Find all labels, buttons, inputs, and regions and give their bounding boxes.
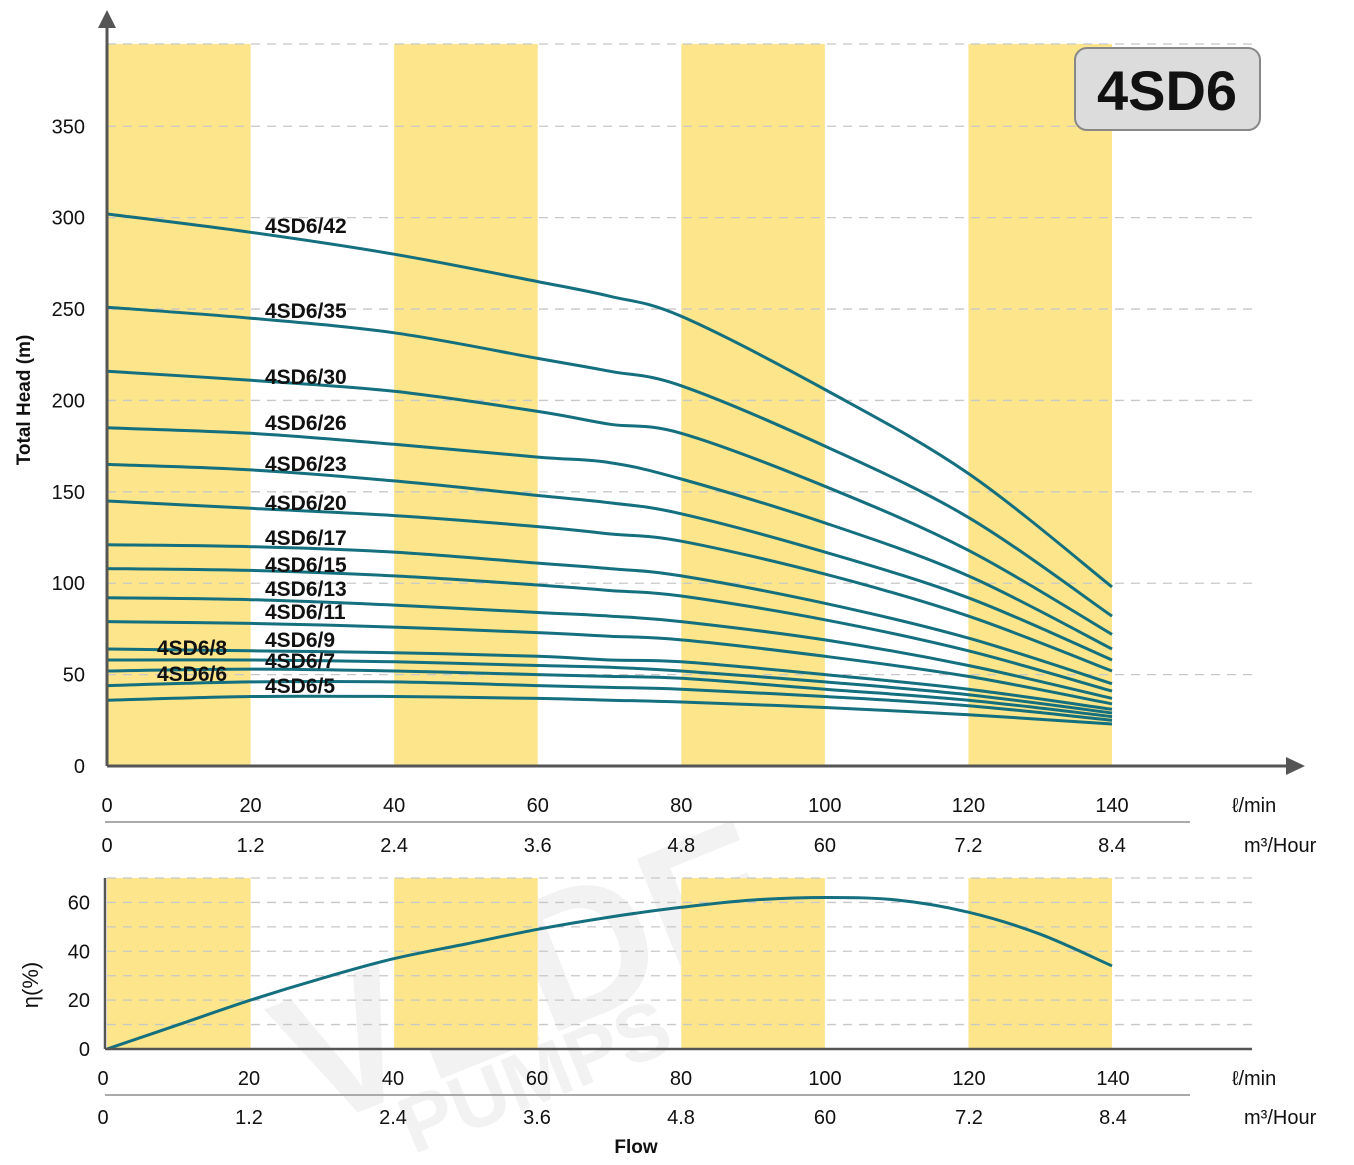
- x2-tick-eff-3: 3.6: [523, 1107, 551, 1129]
- x-tick-main-3: 60: [527, 795, 549, 817]
- curve-efficiency: [106, 895, 1113, 1051]
- y-axis-title-efficiency: η(%): [18, 962, 43, 1008]
- curve-4sd6-42: [106, 212, 1113, 589]
- x-unit-eff: ℓ/min: [1232, 1068, 1276, 1090]
- curve-label-4sd6-8: 4SD6/8: [157, 637, 227, 660]
- x-tick-main-6: 120: [952, 795, 985, 817]
- x-tick-eff-4: 80: [670, 1068, 692, 1090]
- curve-label-4sd6-42: 4SD6/42: [265, 215, 347, 238]
- x2-tick-eff-0: 0: [97, 1107, 108, 1129]
- x-tick-main-2: 40: [383, 795, 405, 817]
- y-tick-head-100: 100: [52, 573, 85, 595]
- model-badge-text: 4SD6: [1097, 59, 1237, 122]
- x-tick-eff-0: 0: [97, 1068, 108, 1090]
- curve-4sd6-5: [106, 694, 1113, 726]
- x2-tick-main-2: 2.4: [380, 835, 408, 857]
- y-tick-eff-60: 60: [68, 892, 90, 914]
- curve-label-4sd6-20: 4SD6/20: [265, 492, 347, 515]
- y-axis-arrow-icon: [98, 10, 116, 28]
- curve-label-4sd6-15: 4SD6/15: [265, 554, 347, 577]
- band-main-2: [681, 44, 825, 766]
- curve-4sd6-17: [106, 543, 1113, 686]
- y-tick-head-350: 350: [52, 116, 85, 138]
- x2-tick-main-3: 3.6: [524, 835, 552, 857]
- x-tick-main-0: 0: [101, 795, 112, 817]
- curve-label-4sd6-7: 4SD6/7: [265, 650, 335, 673]
- curve-label-4sd6-9: 4SD6/9: [265, 629, 335, 652]
- band-eff-0: [107, 878, 251, 1049]
- band-main-1: [394, 44, 538, 766]
- y-tick-head-200: 200: [52, 390, 85, 412]
- curve-label-4sd6-30: 4SD6/30: [265, 366, 347, 389]
- curve-4sd6-11: [106, 620, 1113, 706]
- x-tick-eff-5: 100: [808, 1068, 841, 1090]
- x2-tick-eff-7: 8.4: [1099, 1107, 1127, 1129]
- curve-4sd6-13: [106, 596, 1113, 700]
- curve-4sd6-35: [106, 305, 1113, 618]
- curve-label-4sd6-26: 4SD6/26: [265, 412, 347, 435]
- y-tick-eff-20: 20: [68, 990, 90, 1012]
- x2-tick-eff-4: 4.8: [667, 1107, 695, 1129]
- curve-4sd6-30: [106, 369, 1113, 636]
- band-main-0: [107, 44, 251, 766]
- y-tick-head-150: 150: [52, 482, 85, 504]
- x-axis-arrow-icon: [1286, 757, 1305, 775]
- x2-tick-main-7: 8.4: [1098, 835, 1126, 857]
- curve-label-4sd6-23: 4SD6/23: [265, 453, 347, 476]
- model-badge: 4SD6: [1074, 47, 1261, 131]
- x-axis-title-flow: Flow: [614, 1137, 657, 1158]
- y-tick-head-0: 0: [74, 756, 85, 778]
- curve-4sd6-15: [106, 567, 1113, 693]
- curve-label-4sd6-35: 4SD6/35: [265, 300, 347, 323]
- y-tick-eff-40: 40: [68, 941, 90, 963]
- x2-tick-eff-5: 60: [814, 1107, 836, 1129]
- x-tick-eff-1: 20: [238, 1068, 260, 1090]
- x2-unit-eff: m³/Hour: [1244, 1107, 1317, 1129]
- band-eff-2: [681, 878, 825, 1049]
- x-tick-eff-7: 140: [1096, 1068, 1129, 1090]
- y-tick-head-250: 250: [52, 299, 85, 321]
- x2-tick-main-5: 60: [814, 835, 836, 857]
- x2-tick-eff-1: 1.2: [235, 1107, 263, 1129]
- curve-label-4sd6-6: 4SD6/6: [157, 663, 227, 686]
- x2-tick-main-4: 4.8: [667, 835, 695, 857]
- y-tick-head-300: 300: [52, 208, 85, 230]
- x-tick-main-4: 80: [670, 795, 692, 817]
- curve-4sd6-7: [106, 667, 1113, 719]
- x-tick-main-5: 100: [808, 795, 841, 817]
- curve-4sd6-20: [106, 499, 1113, 673]
- curve-4sd6-8: [106, 658, 1113, 715]
- x-tick-eff-2: 40: [382, 1068, 404, 1090]
- y-axis-title-head: Total Head (m): [14, 335, 35, 466]
- y-tick-eff-0: 0: [79, 1039, 90, 1061]
- x-tick-main-1: 20: [239, 795, 261, 817]
- curve-4sd6-9: [106, 647, 1113, 711]
- x2-tick-eff-2: 2.4: [379, 1107, 407, 1129]
- x2-tick-main-1: 1.2: [237, 835, 265, 857]
- x-tick-eff-3: 60: [526, 1068, 548, 1090]
- band-eff-1: [394, 878, 538, 1049]
- x2-tick-main-6: 7.2: [955, 835, 983, 857]
- x2-tick-main-0: 0: [101, 835, 112, 857]
- curve-4sd6-6: [106, 679, 1113, 722]
- curve-label-4sd6-5: 4SD6/5: [265, 675, 335, 698]
- curve-4sd6-23: [106, 462, 1113, 662]
- curve-label-4sd6-13: 4SD6/13: [265, 578, 347, 601]
- x-tick-eff-6: 120: [952, 1068, 985, 1090]
- y-tick-head-50: 50: [63, 665, 85, 687]
- curve-4sd6-26: [106, 426, 1113, 651]
- curve-label-4sd6-11: 4SD6/11: [265, 601, 346, 624]
- x2-tick-eff-6: 7.2: [955, 1107, 983, 1129]
- band-eff-3: [968, 878, 1112, 1049]
- x-unit-main: ℓ/min: [1232, 795, 1276, 817]
- curve-label-4sd6-17: 4SD6/17: [265, 527, 347, 550]
- x2-unit-main: m³/Hour: [1244, 835, 1317, 857]
- x-tick-main-7: 140: [1095, 795, 1128, 817]
